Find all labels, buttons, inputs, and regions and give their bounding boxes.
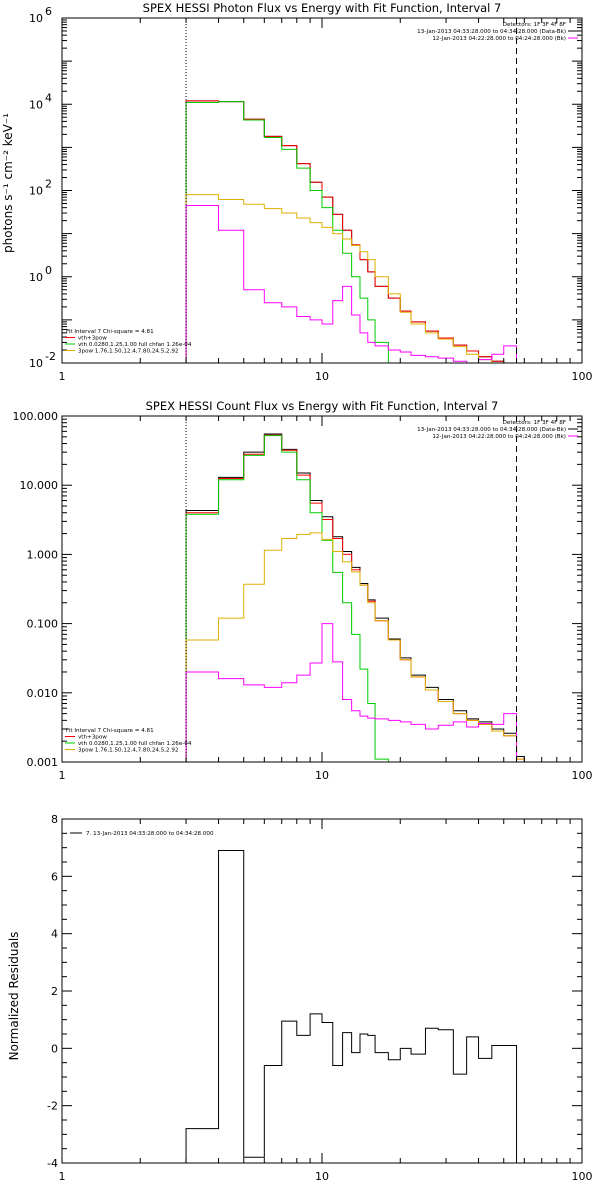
legend-top-entry: Detectors: 1F 3F 4F 8F: [503, 22, 566, 28]
y-tick-label: 1.000: [27, 548, 59, 561]
count-flux-panel: SPEX HESSI Count Flux vs Energy with Fit…: [13, 399, 593, 782]
legend-bottom-entry: 3pow 1.76,1.50,12.4,7.80,24.5,2.92: [78, 349, 179, 355]
y-tick-exponent: 0: [45, 264, 52, 277]
y-tick-label: 10: [29, 271, 43, 284]
y-tick-label: 10.000: [20, 479, 59, 492]
legend-top-entry: 12-Jan-2013 04:22:28.000 to 04:24:28.000…: [432, 434, 566, 440]
photon-flux-panel: SPEX HESSI Photon Flux vs Energy with Fi…: [1, 1, 593, 383]
x-tick-label: 1: [59, 1170, 66, 1183]
legend-bottom-entry: Fit Interval 7 Chi-square = 4.81: [66, 728, 154, 734]
y-tick-label: 0.100: [27, 618, 59, 631]
y-tick-label: 2: [51, 985, 58, 998]
photon-chart-title: SPEX HESSI Photon Flux vs Energy with Fi…: [143, 1, 502, 15]
y-tick-exponent: 2: [45, 178, 52, 191]
y-tick-label: 0.001: [27, 756, 59, 769]
x-tick-label: 10: [315, 769, 329, 782]
series-line-2: [185, 101, 389, 363]
y-tick-label: 10: [29, 98, 43, 111]
y-tick-label: 0.010: [27, 687, 59, 700]
legend-bottom-entry: vth 0.0280,1.25,1.00 full chfan 1.26e-04: [78, 342, 192, 348]
count-chart-title: SPEX HESSI Count Flux vs Energy with Fit…: [146, 399, 499, 413]
x-tick-label: 100: [572, 769, 593, 782]
data-series-group: [185, 850, 518, 1163]
legend-entry: 7. 13-Jan-2013 04:33:28.000 to 04:34:28.…: [86, 831, 214, 837]
count-plot-area: 1 10 100 0.001 0.010 0.100 1.000 10.000 100.000 D…: [13, 410, 593, 782]
legend-bottom-entry: vth+3pow: [78, 735, 107, 741]
y-tick-label: -2: [47, 1100, 58, 1113]
residuals-plot-area: 1 10 100 -4 -2 0 2 4 6 8 7. 13-Jan-2013 04:33:28.0…: [47, 813, 592, 1183]
y-tick-label: 100.000: [13, 410, 59, 423]
legend-bottom-entry: vth 0.0280,1.25,1.00 full chfan 1.26e-04: [78, 741, 192, 747]
y-tick-label: 10: [29, 12, 43, 25]
photon-y-axis-label: photons s⁻¹ cm⁻² keV⁻¹: [1, 113, 15, 253]
x-tick-label: 1: [59, 370, 66, 383]
legend-top-entry: 12-Jan-2013 04:22:28.000 to 04:24:28.000…: [432, 36, 566, 42]
x-tick-label: 100: [572, 1170, 593, 1183]
x-tick-label: 10: [315, 1170, 329, 1183]
y-tick-label: 10: [29, 357, 43, 370]
residuals-y-axis-label: Normalized Residuals: [7, 932, 21, 1061]
x-tick-label: 10: [315, 370, 329, 383]
legend-top-entry: Detectors: 1F 3F 4F 8F: [503, 420, 566, 426]
series-line-3: [185, 194, 493, 363]
y-tick-label: 0: [51, 1042, 58, 1055]
y-tick-exponent: 4: [45, 91, 52, 104]
series-line-2: [185, 435, 389, 762]
legend-bottom-entry: 3pow 1.76,1.50,12.4,7.80,24.5,2.92: [78, 748, 179, 754]
y-tick-label: 8: [51, 813, 58, 826]
y-tick-label: -4: [47, 1157, 58, 1170]
series-line-4: [185, 623, 518, 762]
y-tick-exponent: -2: [45, 350, 56, 363]
y-tick-label: 10: [29, 185, 43, 198]
x-tick-label: 1: [59, 769, 66, 782]
residuals-panel: Normalized Residuals 1 10 100 -4 -2 0 2 4 6 8 7. 1…: [7, 813, 593, 1183]
legend-bottom-entry: vth+3pow: [78, 336, 107, 342]
data-series-group: [185, 433, 525, 762]
y-tick-label: 6: [51, 870, 58, 883]
y-tick-label: 4: [51, 928, 58, 941]
y-tick-exponent: 6: [45, 5, 52, 18]
x-tick-label: 100: [572, 370, 593, 383]
legend-bottom-entry: Fit Interval 7 Chi-square = 4.81: [66, 329, 154, 335]
legend-top-entry: 13-Jan-2013 04:33:28.000 to 04:34:28.000…: [417, 29, 566, 35]
legend-top-entry: 13-Jan-2013 04:33:28.000 to 04:34:28.000…: [417, 427, 566, 433]
series-line-0: [185, 850, 518, 1163]
series-line-3: [185, 532, 525, 762]
